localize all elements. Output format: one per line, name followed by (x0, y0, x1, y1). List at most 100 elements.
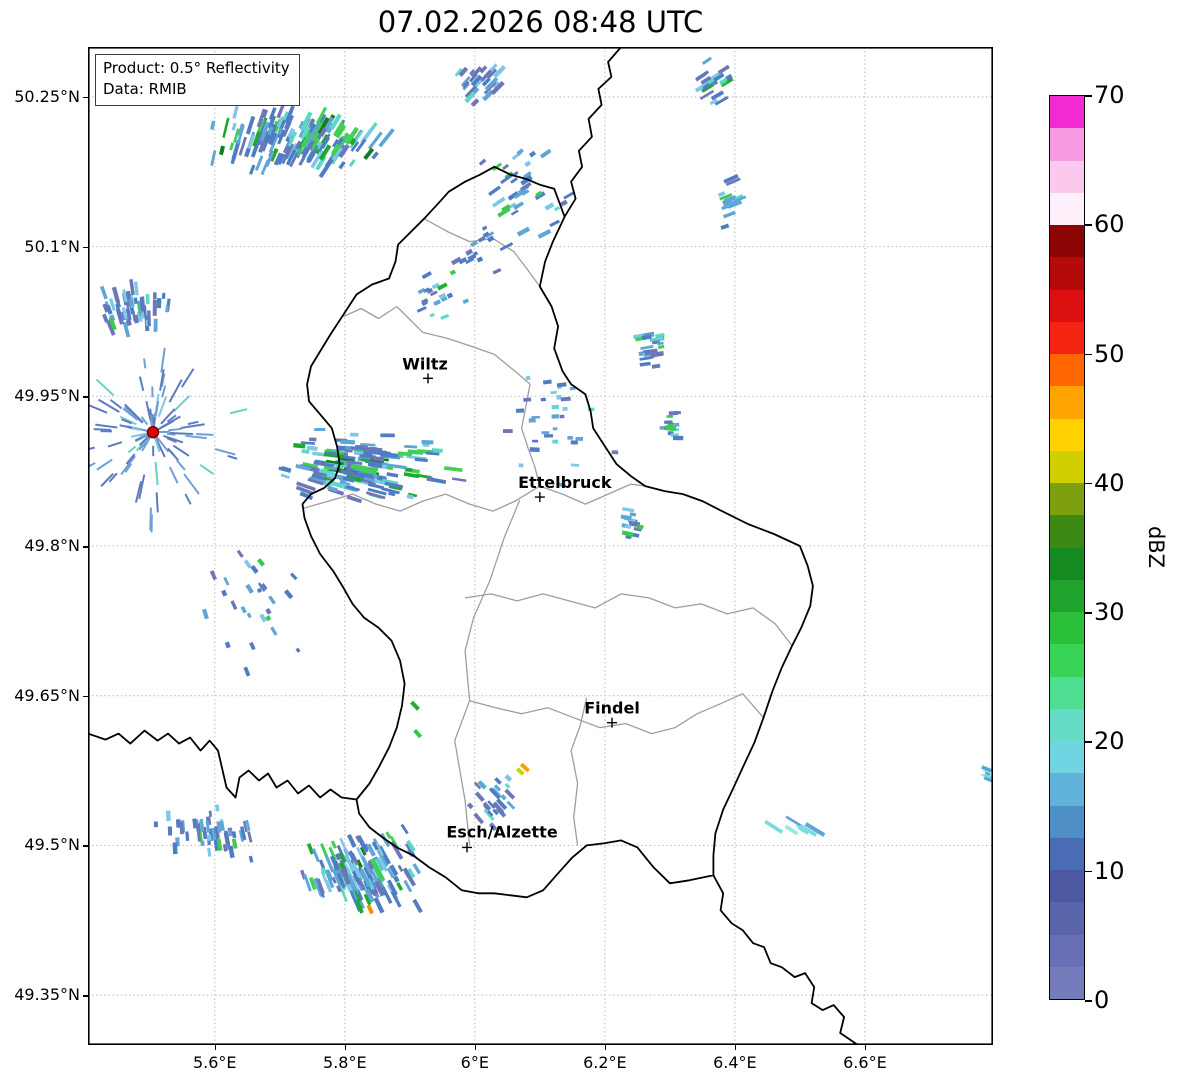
colorbar-tick-label: 20 (1094, 727, 1125, 756)
district-border (396, 306, 541, 487)
radar-echoes (88, 56, 993, 915)
lon-tick-label: 6.4°E (713, 1053, 757, 1072)
radar-site-marker (146, 426, 160, 439)
colorbar-band (1050, 418, 1084, 451)
colorbar-band (1050, 225, 1084, 258)
colorbar-band (1050, 741, 1084, 774)
city-markers: Wiltz Ettelbruck Findel Esch/Alzette (402, 354, 640, 853)
city-marker (462, 842, 473, 853)
colorbar-tick-label: 0 (1094, 986, 1110, 1014)
plot-frame (88, 47, 993, 1045)
colorbar-band (1050, 386, 1084, 419)
city-marker (534, 492, 545, 503)
colorbar-band (1050, 450, 1084, 483)
colorbar-tick (1085, 353, 1092, 356)
data-source-line: Data: RMIB (103, 80, 187, 98)
colorbar-band (1050, 966, 1084, 999)
country-border (712, 874, 860, 1045)
echo-accent (413, 728, 423, 739)
colorbar-tick-label: 70 (1094, 81, 1125, 109)
city-label: Ettelbruck (518, 473, 612, 492)
colorbar-tick (1085, 612, 1092, 614)
lat-tick-label: 49.35°N (14, 985, 80, 1005)
colorbar-band (1050, 708, 1084, 741)
colorbar-band (1050, 289, 1084, 322)
y-axis-tick (83, 396, 88, 398)
lat-tick-label: 49.95°N (14, 386, 80, 406)
district-border (454, 499, 521, 846)
lon-tick-label: 6°E (460, 1053, 489, 1072)
echo-accent (410, 700, 420, 711)
colorbar-band (1050, 934, 1084, 967)
colorbar-tick (1085, 95, 1092, 97)
lat-tick-label: 49.8°N (24, 536, 80, 555)
district-border (469, 693, 764, 735)
city-label: Findel (584, 699, 640, 718)
colorbar-band (1050, 96, 1084, 129)
colorbar-band (1050, 837, 1084, 870)
colorbar-band (1050, 870, 1084, 903)
district-border (303, 483, 646, 512)
city-label: Esch/Alzette (446, 822, 558, 841)
y-axis-tick (83, 845, 88, 847)
map-plot-area: Wiltz Ettelbruck Findel Esch/Alzette Produc… (88, 47, 993, 1045)
colorbar-band (1050, 515, 1084, 548)
colorbar-band (1050, 773, 1084, 806)
city-label: Wiltz (402, 354, 448, 373)
x-axis-tick (214, 1045, 217, 1050)
colorbar-band (1050, 354, 1084, 387)
colorbar-tick-label: 40 (1094, 468, 1125, 497)
y-axis-tick (83, 546, 88, 548)
colorbar-band (1050, 902, 1084, 935)
product-line: Product: 0.5° Reflectivity (103, 59, 290, 77)
echo-accent (366, 904, 374, 915)
lat-tick-label: 50.1°N (24, 236, 80, 256)
colorbar-tick (1085, 741, 1092, 743)
district-borders (303, 218, 793, 846)
y-axis-tick (83, 96, 88, 99)
product-info-box: Product: 0.5° Reflectivity Data: RMIB (95, 54, 300, 106)
colorbar-band (1050, 547, 1084, 580)
echo-accent (436, 282, 448, 291)
colorbar-band (1050, 579, 1084, 612)
x-axis-tick (604, 1045, 607, 1050)
city-marker (423, 373, 434, 384)
x-axis-tick (474, 1045, 477, 1050)
lon-tick-label: 5.8°E (323, 1053, 367, 1072)
colorbar-band (1050, 676, 1084, 709)
colorbar-tick-label: 30 (1094, 598, 1125, 627)
colorbar-axis-label: dBZ (1144, 525, 1168, 569)
lat-tick-label: 49.65°N (14, 685, 80, 705)
country-borders (88, 47, 860, 1045)
colorbar-band (1050, 321, 1084, 354)
colorbar-band (1050, 128, 1084, 161)
y-axis-tick (83, 695, 88, 698)
colorbar-band (1050, 612, 1084, 645)
x-axis-tick (864, 1045, 867, 1050)
x-axis-tick (344, 1045, 347, 1050)
x-axis-tick (734, 1045, 737, 1050)
colorbar-band (1050, 192, 1084, 225)
lat-tick-label: 49.5°N (24, 835, 80, 855)
radar-map: Wiltz Ettelbruck Findel Esch/Alzette (88, 47, 993, 1045)
colorbar-tick (1085, 1000, 1092, 1002)
y-axis-tick (83, 246, 88, 249)
country-border (563, 47, 622, 218)
colorbar-tick-label: 60 (1094, 210, 1125, 239)
lat-tick-label: 50.25°N (14, 86, 80, 106)
city-marker (607, 717, 618, 728)
colorbar-band (1050, 160, 1084, 193)
colorbar-band (1050, 257, 1084, 290)
page-title: 07.02.2026 08:48 UTC (377, 5, 704, 39)
lon-tick-label: 6.2°E (583, 1053, 627, 1072)
dbz-colorbar (1049, 95, 1085, 1000)
country-border (88, 729, 358, 801)
lon-tick-label: 6.6°E (843, 1053, 887, 1072)
y-axis-tick (83, 995, 88, 997)
colorbar-band (1050, 644, 1084, 677)
district-border (343, 305, 398, 320)
district-border (465, 593, 793, 647)
colorbar-band (1050, 805, 1084, 838)
district-border (423, 218, 541, 287)
